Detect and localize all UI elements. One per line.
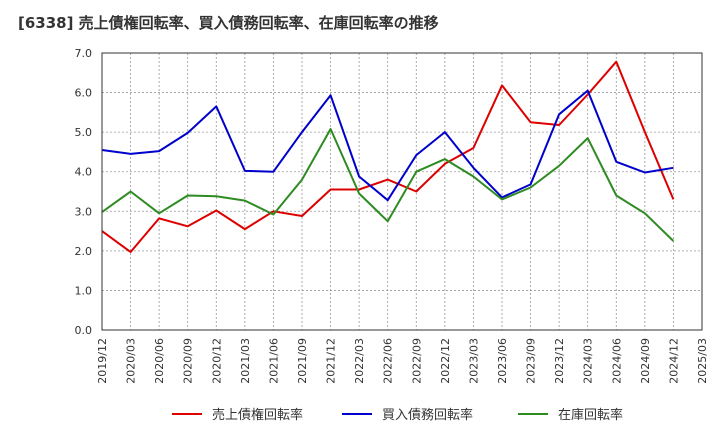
- series-line-2: [101, 128, 675, 242]
- y-tick-label: 0.0: [75, 324, 93, 337]
- y-tick-label: 5.0: [75, 126, 93, 139]
- x-tick-label: 2021/06: [267, 338, 280, 384]
- x-tick-label: 2020/06: [153, 338, 166, 384]
- y-tick-label: 6.0: [75, 87, 93, 100]
- x-tick-label: 2025/03: [696, 338, 709, 384]
- y-tick-label: 4.0: [75, 166, 93, 179]
- series-line-0: [101, 60, 675, 253]
- series-lines: [101, 60, 675, 253]
- legend: 売上債権回転率 買入債務回転率 在庫回転率: [172, 407, 623, 423]
- y-tick-label: 3.0: [75, 205, 93, 218]
- y-tick-label: 1.0: [75, 284, 93, 297]
- x-tick-label: 2023/06: [496, 338, 509, 384]
- legend-label: 買入債務回転率: [382, 407, 473, 423]
- x-tick-label: 2021/09: [296, 338, 309, 384]
- x-tick-label: 2024/12: [667, 338, 680, 384]
- y-tick-label: 7.0: [75, 47, 93, 60]
- series-line-1: [101, 89, 674, 202]
- x-tick-label: 2023/12: [553, 338, 566, 384]
- x-tick-label: 2024/06: [610, 338, 623, 384]
- y-axis: 0.0 1.0 2.0 3.0 4.0 5.0 6.0 7.0: [75, 47, 93, 337]
- x-tick-label: 2022/03: [353, 338, 366, 384]
- x-tick-label: 2020/03: [125, 338, 138, 384]
- legend-item-0: 売上債権回転率: [172, 407, 303, 423]
- x-tick-label: 2022/06: [382, 338, 395, 384]
- x-axis: 2019/12 2020/03 2020/06 2020/09 2020/12 2021/…: [96, 338, 709, 384]
- x-tick-label: 2022/09: [410, 338, 423, 384]
- x-tick-label: 2024/09: [639, 338, 652, 384]
- plot-frame: [101, 52, 703, 331]
- x-tick-label: 2020/09: [182, 338, 195, 384]
- legend-item-1: 買入債務回転率: [342, 407, 473, 423]
- legend-label: 在庫回転率: [558, 407, 623, 423]
- y-tick-label: 2.0: [75, 245, 93, 258]
- grid: [102, 53, 702, 330]
- x-tick-label: 2024/03: [582, 338, 595, 384]
- legend-label: 売上債権回転率: [212, 407, 303, 423]
- x-tick-label: 2021/03: [239, 338, 252, 384]
- x-tick-label: 2019/12: [96, 338, 109, 384]
- legend-item-2: 在庫回転率: [518, 407, 623, 423]
- x-tick-label: 2023/09: [525, 338, 538, 384]
- x-tick-label: 2023/03: [467, 338, 480, 384]
- x-tick-label: 2020/12: [210, 338, 223, 384]
- chart-title: [6338] 売上債権回転率、買入債務回転率、在庫回転率の推移: [18, 14, 439, 32]
- x-tick-label: 2021/12: [325, 338, 338, 384]
- x-tick-label: 2022/12: [439, 338, 452, 384]
